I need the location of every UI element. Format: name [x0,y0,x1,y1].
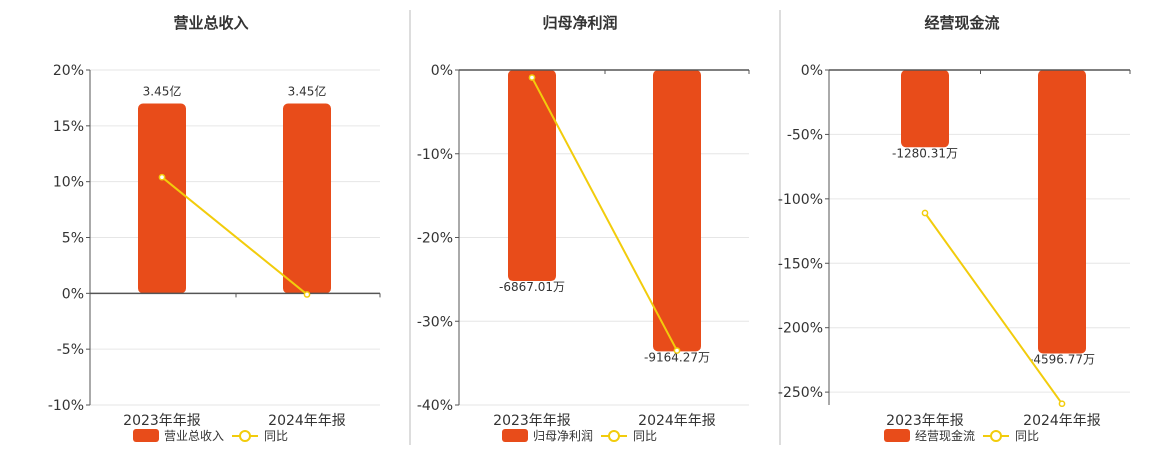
bar-data-label: -1280.31万 [892,146,958,160]
bar [138,103,186,294]
y-tick-label: -10% [417,147,453,163]
chart-panel-2: 归母净利润 0% -10% -20% -30% -40% -6867.01万 -9164.27… [417,14,750,443]
legend-bar-label: 经营现金流 [915,428,975,443]
yoy-line [161,176,308,296]
x-category-label: 2024年年报 [1023,413,1101,429]
yoy-point [1058,400,1066,408]
x-category-label: 2023年年报 [493,413,571,429]
chart-panel-3: 经营现金流 0% -50% -100% -150% -200% -250% -1280.31万… [778,14,1131,443]
legend-line-marker [608,430,620,442]
bar [1038,70,1086,354]
y-tick-label: -20% [417,231,453,247]
yoy-point [158,173,166,181]
yoy-point [673,347,681,354]
yoy-line [531,77,678,352]
chart-title: 营业总收入 [173,14,248,32]
y-tick-label: -50% [787,127,823,143]
legend-line-marker [990,430,1002,442]
bar-data-label: -4596.77万 [1029,352,1095,366]
bar [508,70,556,282]
y-tick-label: -150% [778,256,823,272]
chart-title: 归母净利润 [542,14,617,32]
legend: 归母净利润 同比 [502,429,657,443]
y-tick-label: 0% [801,63,823,79]
y-tick-label: -40% [417,398,453,414]
x-category-label: 2023年年报 [886,413,964,429]
legend-bar-swatch [133,429,159,442]
legend-line-label: 同比 [264,429,288,443]
y-tick-label: 5% [62,231,84,247]
x-category-label: 2023年年报 [123,413,201,429]
y-tick-label: 0% [431,63,453,79]
y-tick-label: 0% [62,286,84,302]
legend: 营业总收入 同比 [133,429,288,443]
y-tick-label: -5% [57,342,84,358]
y-tick-label: 20% [53,63,84,79]
bar [653,70,701,352]
y-tick-label: -250% [778,385,823,401]
yoy-point [303,291,311,298]
bar-data-label: 3.45亿 [288,84,327,99]
legend-line-label: 同比 [633,429,657,443]
yoy-point [921,209,929,217]
x-category-label: 2024年年报 [638,413,716,429]
bar [901,70,949,148]
yoy-line [924,212,1063,405]
chart-panel-1: 营业总收入 20% 15% 10% 5% 0% -5% -10% 3.45亿 3.45亿 2023年… [48,14,381,443]
y-tick-label: -200% [778,321,823,337]
legend-bar-label: 营业总收入 [164,429,224,443]
y-tick-label: 15% [53,119,84,135]
legend-bar-swatch [502,429,528,442]
y-tick-label: -100% [778,192,823,208]
chart-title: 经营现金流 [924,14,999,32]
bar-data-label: 3.45亿 [143,84,182,99]
yoy-point [528,74,536,81]
y-tick-label: -10% [48,398,84,414]
y-tick-label: 10% [53,175,84,191]
bar-data-label: -6867.01万 [499,280,565,294]
y-tick-label: -30% [417,314,453,330]
x-category-label: 2024年年报 [268,413,346,429]
legend: 经营现金流 同比 [884,428,1039,443]
legend-line-label: 同比 [1015,429,1039,443]
legend-bar-label: 归母净利润 [533,429,593,443]
legend-line-marker [239,430,251,442]
bar-data-label: -9164.27万 [644,350,710,364]
legend-bar-swatch [884,429,910,442]
bar [283,103,331,294]
